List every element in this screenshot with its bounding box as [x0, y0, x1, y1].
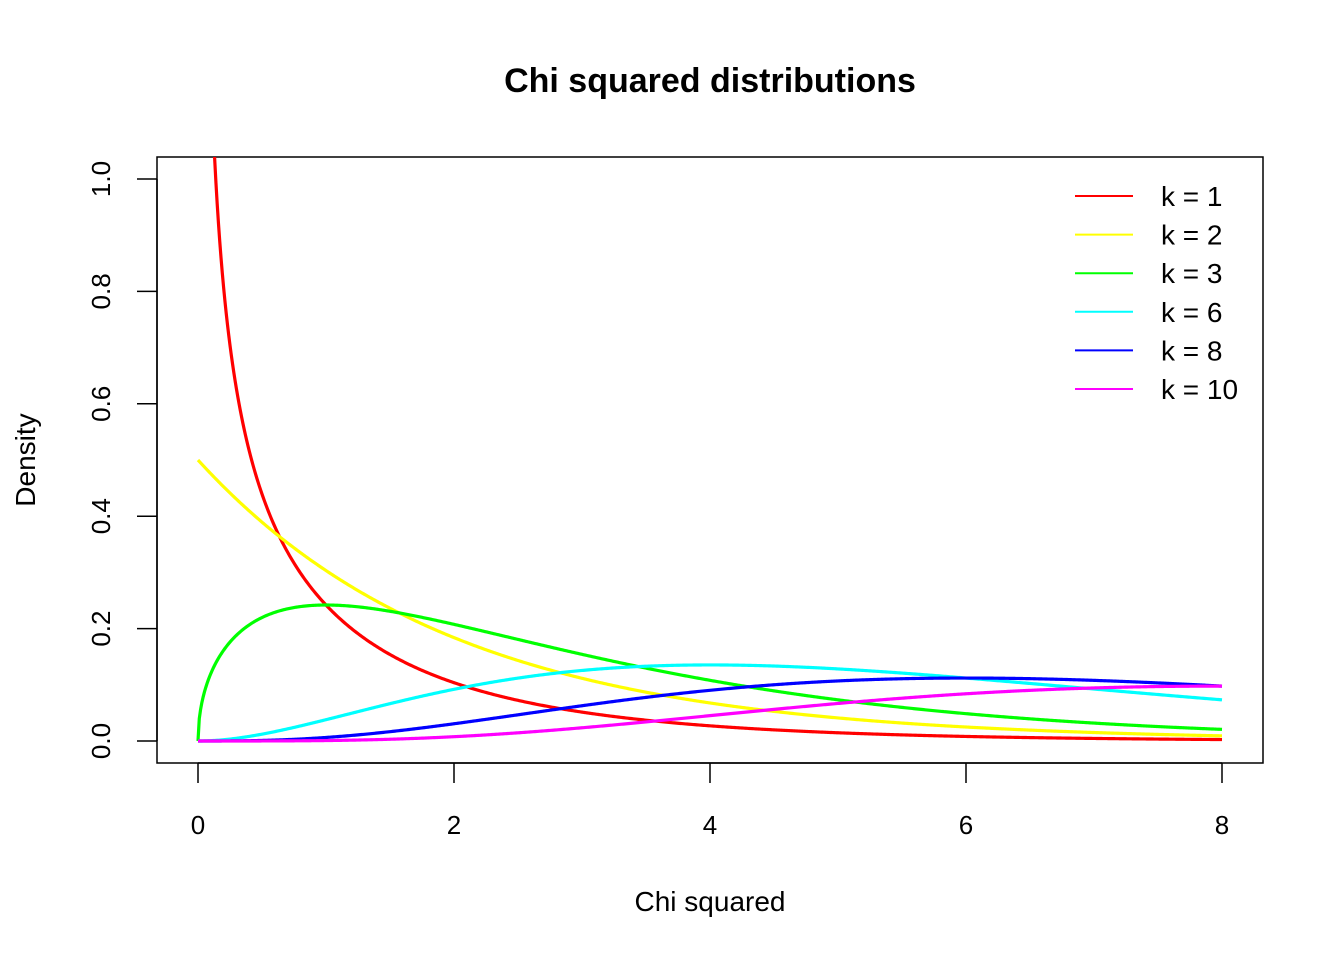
y-tick-label: 0.6	[86, 386, 116, 422]
x-axis-label: Chi squared	[635, 886, 786, 917]
legend-label: k = 10	[1161, 374, 1238, 405]
series-line-k2	[196, 458, 1223, 738]
y-axis-label: Density	[10, 413, 41, 506]
legend-label: k = 3	[1161, 258, 1222, 289]
x-tick-label: 0	[191, 810, 205, 840]
x-tick-label: 4	[703, 810, 717, 840]
chart-title: Chi squared distributions	[504, 62, 916, 100]
x-tick-label: 2	[447, 810, 461, 840]
y-tick-label: 0.4	[86, 498, 116, 534]
y-tick-label: 0.2	[86, 611, 116, 647]
y-tick-label: 1.0	[86, 161, 116, 197]
legend-label: k = 8	[1161, 335, 1222, 366]
y-tick-label: 0.8	[86, 273, 116, 309]
series-line-k1	[212, 157, 1223, 742]
series-line-k10	[198, 684, 1222, 743]
y-tick-label: 0.0	[86, 723, 116, 759]
x-tick-label: 8	[1215, 810, 1229, 840]
series-line-k8	[198, 676, 1223, 743]
legend-label: k = 6	[1161, 297, 1222, 328]
legend-label: k = 1	[1161, 181, 1222, 212]
plot-frame	[156, 156, 1264, 764]
x-tick-label: 6	[959, 810, 973, 840]
series-line-k3	[196, 603, 1223, 742]
legend-label: k = 2	[1161, 220, 1222, 251]
series-line-k6	[198, 663, 1223, 743]
legend: k = 1 k = 2 k = 3 k = 6 k = 8 k = 10	[1075, 181, 1238, 405]
